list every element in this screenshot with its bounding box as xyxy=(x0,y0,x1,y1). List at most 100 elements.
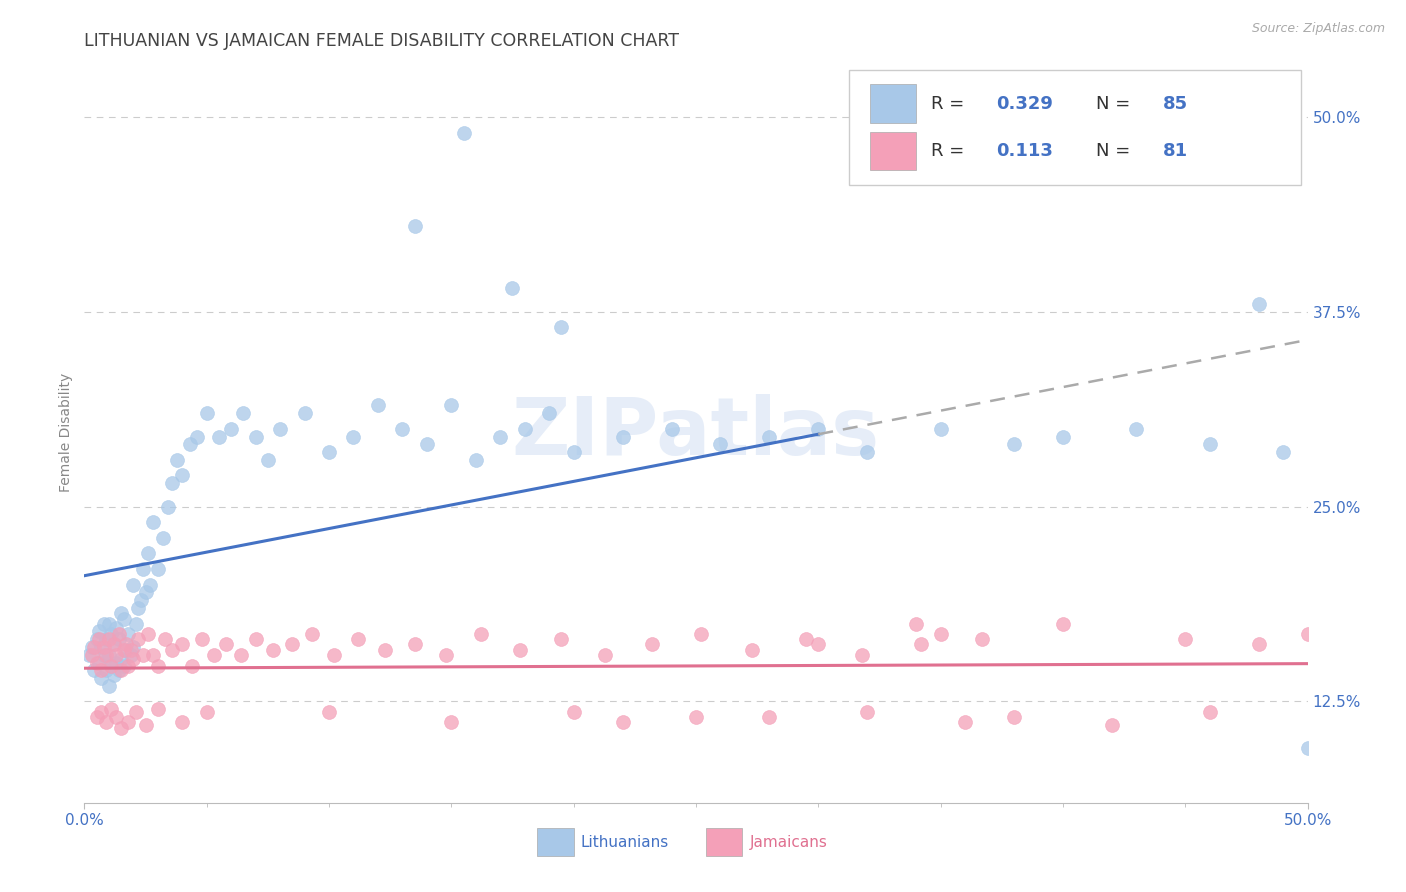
Text: R =: R = xyxy=(931,95,970,112)
Point xyxy=(112,643,135,657)
Point xyxy=(97,632,120,647)
Point xyxy=(245,429,267,443)
Point xyxy=(136,546,159,560)
Point xyxy=(110,606,132,620)
Point xyxy=(910,637,932,651)
Point xyxy=(905,616,928,631)
Point xyxy=(202,648,225,662)
Point xyxy=(807,422,830,436)
Point xyxy=(562,706,585,720)
Point xyxy=(86,656,108,670)
Point xyxy=(1052,429,1074,443)
Point xyxy=(162,643,184,657)
Point xyxy=(436,648,458,662)
Point xyxy=(612,714,634,729)
Bar xyxy=(870,85,917,123)
Point xyxy=(179,437,201,451)
Text: Jamaicans: Jamaicans xyxy=(749,835,828,849)
Point xyxy=(80,640,103,654)
Point xyxy=(391,422,413,436)
Point xyxy=(1002,710,1025,724)
Point xyxy=(125,616,148,631)
Text: LITHUANIAN VS JAMAICAN FEMALE DISABILITY CORRELATION CHART: LITHUANIAN VS JAMAICAN FEMALE DISABILITY… xyxy=(84,32,679,50)
Point xyxy=(127,601,149,615)
Point xyxy=(142,515,165,529)
Point xyxy=(132,562,155,576)
Point xyxy=(97,648,120,662)
Point xyxy=(97,616,120,631)
Point xyxy=(172,637,194,651)
Text: 81: 81 xyxy=(1163,142,1188,160)
Point xyxy=(219,422,242,436)
Point xyxy=(142,648,165,662)
Point xyxy=(851,648,873,662)
Point xyxy=(208,429,231,443)
Text: 0.329: 0.329 xyxy=(995,95,1053,112)
Point xyxy=(146,702,169,716)
Point xyxy=(105,648,128,662)
Point xyxy=(807,637,830,651)
Point xyxy=(122,577,145,591)
Point xyxy=(1052,616,1074,631)
Point xyxy=(135,718,157,732)
Point xyxy=(105,710,128,724)
Bar xyxy=(537,828,574,856)
Point xyxy=(96,648,118,662)
Point xyxy=(146,658,169,673)
Point xyxy=(318,706,340,720)
Text: 0.113: 0.113 xyxy=(995,142,1053,160)
Point xyxy=(1174,632,1197,647)
Text: 85: 85 xyxy=(1163,95,1188,112)
Point xyxy=(90,671,112,685)
Point xyxy=(87,624,110,639)
Point xyxy=(87,656,110,670)
Point xyxy=(440,398,463,412)
Point xyxy=(562,445,585,459)
Point xyxy=(86,632,108,647)
Point xyxy=(929,422,952,436)
Point xyxy=(136,627,159,641)
Point xyxy=(269,422,291,436)
Point xyxy=(215,637,238,651)
Point xyxy=(156,500,179,514)
Point xyxy=(404,637,426,651)
Point xyxy=(162,476,184,491)
Point xyxy=(741,643,763,657)
Point xyxy=(1247,637,1270,651)
Point xyxy=(110,663,132,677)
Text: ZIPatlas: ZIPatlas xyxy=(512,393,880,472)
Point xyxy=(661,422,683,436)
Bar xyxy=(706,828,742,856)
Point xyxy=(347,632,370,647)
Point xyxy=(509,643,531,657)
Point xyxy=(93,648,115,662)
Point xyxy=(110,652,132,666)
Point xyxy=(103,668,125,682)
Point xyxy=(152,531,174,545)
Point xyxy=(87,632,110,647)
Point xyxy=(83,663,105,677)
Point xyxy=(139,577,162,591)
Point xyxy=(125,706,148,720)
Point xyxy=(953,714,976,729)
Point xyxy=(641,637,664,651)
Point xyxy=(110,721,132,735)
Point xyxy=(595,648,617,662)
Point xyxy=(100,658,122,673)
Point xyxy=(120,643,142,657)
Point xyxy=(685,710,707,724)
Point xyxy=(80,648,103,662)
FancyBboxPatch shape xyxy=(849,70,1302,185)
Point xyxy=(166,453,188,467)
Point xyxy=(1296,741,1319,756)
Point xyxy=(453,126,475,140)
Point xyxy=(129,593,152,607)
Text: Source: ZipAtlas.com: Source: ZipAtlas.com xyxy=(1251,22,1385,36)
Point xyxy=(257,453,280,467)
Point xyxy=(120,648,142,662)
Point xyxy=(1296,627,1319,641)
Point xyxy=(117,627,139,641)
Point xyxy=(105,656,128,670)
Point xyxy=(689,627,711,641)
Point xyxy=(232,406,254,420)
